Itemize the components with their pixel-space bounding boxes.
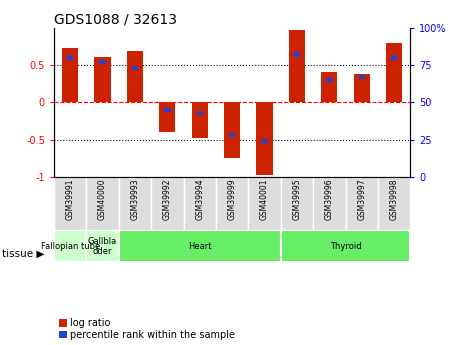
Bar xyxy=(54,230,86,262)
Bar xyxy=(224,102,240,158)
Bar xyxy=(159,102,175,132)
Text: GSM39995: GSM39995 xyxy=(293,178,302,220)
Bar xyxy=(216,177,249,230)
Bar xyxy=(119,177,151,230)
Text: Thyroid: Thyroid xyxy=(330,242,362,251)
Text: GSM39998: GSM39998 xyxy=(390,178,399,220)
Bar xyxy=(229,133,235,137)
Bar xyxy=(326,78,333,82)
Text: GSM40000: GSM40000 xyxy=(98,178,107,220)
Bar xyxy=(164,108,171,112)
Text: GSM39991: GSM39991 xyxy=(66,178,75,220)
Bar xyxy=(354,74,370,102)
Bar xyxy=(183,177,216,230)
Text: tissue ▶: tissue ▶ xyxy=(2,249,45,258)
Text: Heart: Heart xyxy=(188,242,212,251)
Bar xyxy=(197,111,203,115)
Bar xyxy=(132,66,138,70)
Bar xyxy=(67,56,73,59)
Bar xyxy=(281,230,410,262)
Bar xyxy=(192,102,208,138)
Bar xyxy=(86,177,119,230)
Text: Gallbla
dder: Gallbla dder xyxy=(88,237,117,256)
Bar xyxy=(358,75,365,79)
Bar xyxy=(391,56,397,59)
Bar xyxy=(62,48,78,102)
Legend: log ratio, percentile rank within the sample: log ratio, percentile rank within the sa… xyxy=(59,318,235,340)
Text: GSM39996: GSM39996 xyxy=(325,178,334,220)
Text: GSM39994: GSM39994 xyxy=(195,178,204,220)
Bar xyxy=(127,51,143,102)
Text: GSM39999: GSM39999 xyxy=(227,178,237,220)
Bar xyxy=(86,230,119,262)
Bar xyxy=(289,30,305,102)
Text: GDS1088 / 32613: GDS1088 / 32613 xyxy=(54,12,177,27)
Bar xyxy=(99,60,106,64)
Text: Fallopian tube: Fallopian tube xyxy=(40,242,100,251)
Bar xyxy=(151,177,183,230)
Bar xyxy=(386,42,402,102)
Bar xyxy=(321,72,338,102)
Text: GSM39992: GSM39992 xyxy=(163,178,172,220)
Bar xyxy=(54,177,86,230)
Bar xyxy=(313,177,346,230)
Text: GSM40001: GSM40001 xyxy=(260,178,269,220)
Bar xyxy=(281,177,313,230)
Bar xyxy=(257,102,272,175)
Bar xyxy=(94,58,111,102)
Bar xyxy=(346,177,378,230)
Bar xyxy=(378,177,410,230)
Bar xyxy=(294,52,300,57)
Bar xyxy=(119,230,281,262)
Bar xyxy=(249,177,281,230)
Text: GSM39997: GSM39997 xyxy=(357,178,366,220)
Text: GSM39993: GSM39993 xyxy=(130,178,139,220)
Bar xyxy=(261,139,268,143)
